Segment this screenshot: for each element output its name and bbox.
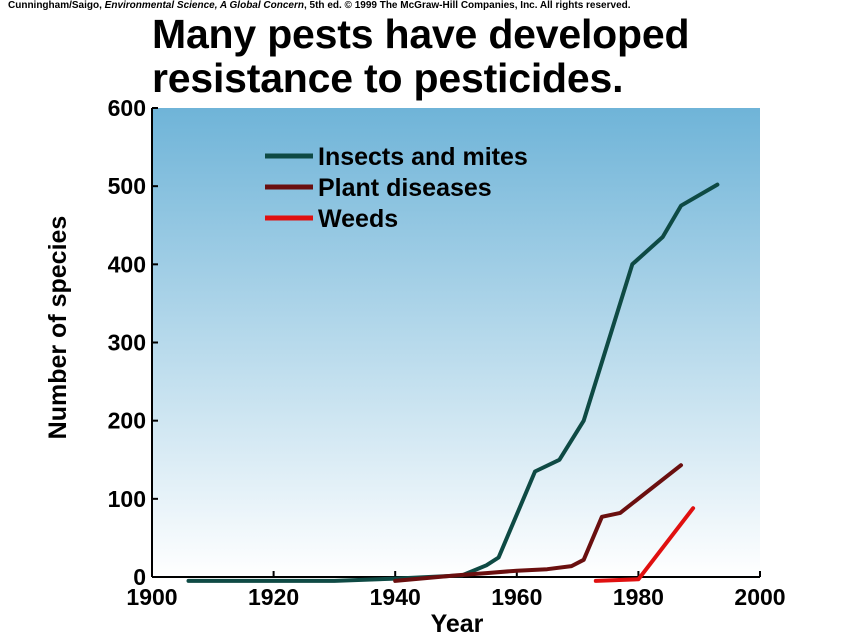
- x-tick-label: 1960: [491, 584, 542, 610]
- y-tick-label: 600: [108, 95, 146, 121]
- y-tick-label: 100: [108, 486, 146, 512]
- credit-book-title: Environmental Science, A Global Concern: [104, 0, 304, 11]
- chart-title-line-1: Many pests have developed: [152, 11, 690, 57]
- x-tick-label: 1980: [613, 584, 664, 610]
- y-tick-label: 300: [108, 330, 146, 356]
- credit-suffix: , 5th ed. © 1999 The McGraw-Hill Compani…: [303, 0, 631, 11]
- copyright-credit: Cunningham/Saigo, Environmental Science,…: [8, 0, 631, 11]
- y-tick-label: 0: [133, 564, 146, 590]
- y-tick-label: 500: [108, 173, 146, 199]
- x-tick-label: 1920: [248, 584, 299, 610]
- chart-title: Many pests have developed resistance to …: [152, 11, 690, 101]
- y-tick-label: 400: [108, 251, 146, 277]
- series-line-plant-diseases: [393, 463, 683, 583]
- legend-label-plant-diseases: Plant diseases: [318, 174, 492, 202]
- series-line-insects-and-mites: [186, 182, 720, 583]
- series-line-weeds: [593, 506, 696, 583]
- credit-prefix: Cunningham/Saigo,: [8, 0, 105, 11]
- plot-area: [152, 108, 760, 577]
- y-axis-label: Number of species: [44, 216, 72, 440]
- x-tick-label: 1940: [370, 584, 421, 610]
- x-axis-label: Year: [431, 610, 484, 638]
- chart-title-line-2: resistance to pesticides.: [152, 55, 624, 101]
- x-tick-label: 1900: [126, 584, 177, 610]
- legend-label-weeds: Weeds: [318, 205, 398, 233]
- legend-label-insects-and-mites: Insects and mites: [318, 143, 528, 171]
- x-tick-label: 2000: [734, 584, 785, 610]
- y-tick-label: 200: [108, 408, 146, 434]
